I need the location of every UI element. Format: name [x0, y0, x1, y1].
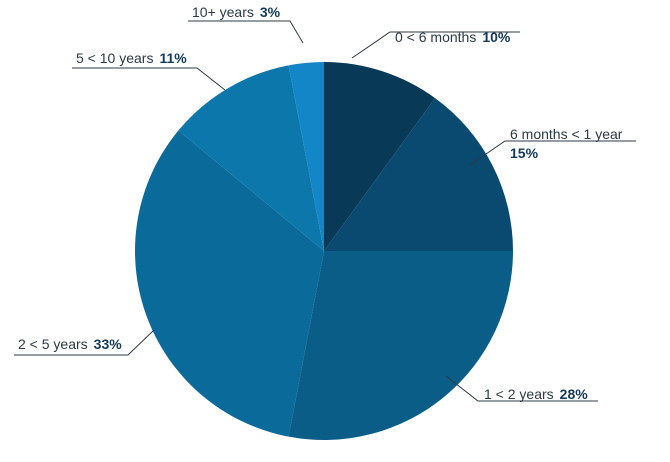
pie-slice-3 — [288, 251, 513, 440]
slice-label-2: 6 months < 1 year 15% — [510, 126, 623, 161]
slice-percent: 28% — [560, 386, 589, 402]
slice-label-5: 5 < 10 years 11% — [76, 50, 187, 66]
slice-label-1: 0 < 6 months 10% — [395, 29, 511, 45]
slice-label-6: 10+ years 3% — [192, 4, 281, 20]
pie-slice-5 — [178, 65, 324, 251]
slice-category: 6 months < 1 year — [510, 126, 623, 142]
leader-line-4 — [14, 329, 155, 356]
slice-category: 10+ years — [192, 4, 254, 20]
slice-label-3: 1 < 2 years 28% — [484, 386, 588, 402]
slice-labels: 0 < 6 months 10% 6 months < 1 year 15% 1 < 2… — [18, 4, 623, 402]
pie-slice-4 — [135, 130, 324, 437]
slice-category: 2 < 5 years — [18, 336, 88, 352]
slice-percent: 33% — [94, 336, 123, 352]
slice-percent: 15% — [510, 145, 539, 161]
leader-line-1 — [351, 31, 520, 59]
slice-percent: 11% — [159, 50, 187, 66]
slice-category: 1 < 2 years — [484, 386, 554, 402]
pie-slices — [135, 62, 513, 440]
leader-line-6 — [188, 20, 304, 44]
slice-percent: 3% — [260, 4, 281, 20]
leader-lines — [14, 20, 636, 402]
pie-slice-2 — [324, 98, 513, 251]
pie-slice-6 — [288, 62, 324, 251]
leader-line-5 — [72, 67, 226, 91]
slice-category: 5 < 10 years — [76, 50, 153, 66]
pie-slice-1 — [324, 62, 436, 251]
leader-line-3 — [445, 375, 598, 402]
slice-percent: 10% — [482, 29, 511, 45]
slice-label-4: 2 < 5 years 33% — [18, 336, 122, 352]
leader-line-2 — [469, 140, 636, 166]
slice-category: 0 < 6 months — [395, 29, 476, 45]
